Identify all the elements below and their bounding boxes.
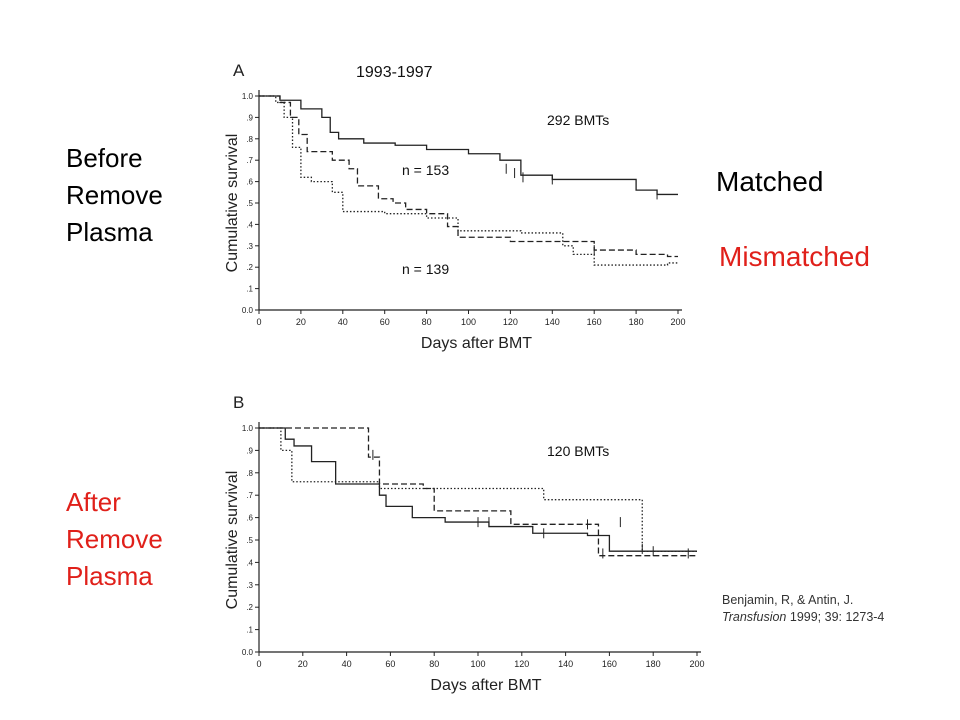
chart-a-x-tick-label: 60 (380, 317, 390, 327)
chart-b-y-tick-label: .6 (246, 514, 253, 523)
citation-authors: Benjamin, R, & Antin, J. (722, 593, 854, 607)
chart-b-y-tick-label: .3 (246, 581, 253, 590)
chart-a-title: 1993-1997 (356, 64, 433, 81)
chart-a-x-tick-label: 80 (422, 317, 432, 327)
chart-a-series-dotted (259, 95, 678, 266)
chart-b-y-axis-label: Cumulative survival (224, 471, 241, 610)
chart-a-n-label-2: n = 139 (402, 261, 450, 277)
chart-b-x-tick-label: 20 (298, 659, 308, 669)
chart-a-x-tick-label: 200 (670, 317, 685, 327)
chart-a-x-tick-label: 180 (629, 317, 644, 327)
chart-a-panel-label: A (233, 61, 245, 80)
chart-a-n-label-1: n = 153 (402, 162, 450, 178)
chart-b-y-tick-label: .9 (246, 446, 253, 455)
chart-b-x-tick-label: 100 (470, 659, 485, 669)
chart-b-y-tick-label: .5 (246, 536, 253, 545)
chart-b-x-tick-label: 60 (385, 659, 395, 669)
chart-b-x-tick-label: 40 (342, 659, 352, 669)
chart-a-x-tick-label: 40 (338, 317, 348, 327)
chart-b-x-tick-label: 120 (514, 659, 529, 669)
chart-b-x-tick-label: 0 (256, 659, 261, 669)
chart-a-y-tick-label: .4 (246, 220, 253, 229)
chart-a-y-tick-label: .1 (246, 285, 253, 294)
chart-a-annotation: 292 BMTs (547, 112, 610, 128)
chart-a-x-tick-label: 20 (296, 317, 306, 327)
chart-a-y-tick-label: .5 (246, 199, 253, 208)
citation-source: Transfusion 1999; 39: 1273-4 (722, 609, 884, 626)
chart-a-y-tick-label: .9 (246, 113, 253, 122)
chart-b-y-tick-label: .1 (246, 626, 253, 635)
matched-legend-label: Matched (716, 166, 824, 197)
after-remove-plasma-label: After Remove Plasma (66, 487, 163, 591)
chart-a-x-tick-label: 160 (587, 317, 602, 327)
chart-a-y-tick-label: .8 (246, 135, 253, 144)
chart-b-annotation: 120 BMTs (547, 443, 610, 459)
chart-b-series-solid (259, 427, 697, 552)
chart-b-y-tick-label: .7 (246, 491, 253, 500)
chart-b-y-tick-label: .2 (246, 603, 253, 612)
chart-b-panel-label: B (233, 393, 244, 412)
chart-b-x-tick-label: 140 (558, 659, 573, 669)
before-remove-plasma-label: Before Remove Plasma (66, 143, 163, 247)
chart-a-x-axis-label: Days after BMT (421, 335, 532, 352)
chart-b-x-tick-label: 180 (646, 659, 661, 669)
chart-a-y-tick-label: .7 (246, 156, 253, 165)
chart-a-x-tick-label: 0 (256, 317, 261, 327)
chart-a-x-tick-label: 140 (545, 317, 560, 327)
chart-b-y-tick-label: .8 (246, 469, 253, 478)
chart-a-series-dashed (259, 95, 678, 258)
citation: Benjamin, R, & Antin, J. Transfusion 199… (722, 592, 884, 626)
chart-b-x-tick-label: 80 (429, 659, 439, 669)
chart-a-y-tick-label: 1.0 (242, 92, 254, 101)
mismatched-legend-label: Mismatched (719, 241, 870, 272)
chart-a-x-tick-label: 120 (503, 317, 518, 327)
chart-b-x-tick-label: 160 (602, 659, 617, 669)
citation-details: 1999; 39: 1273-4 (786, 610, 885, 624)
chart-a-series-solid (259, 95, 678, 196)
chart-a-y-axis-label: Cumulative survival (224, 134, 241, 273)
chart-b-series-dotted (259, 427, 697, 552)
chart-a-x-tick-label: 100 (461, 317, 476, 327)
chart-b-x-tick-label: 200 (689, 659, 704, 669)
chart-a-y-tick-label: 0.0 (242, 306, 254, 315)
chart-a-y-tick-label: .3 (246, 242, 253, 251)
chart-b-y-tick-label: .4 (246, 558, 253, 567)
chart-a-y-tick-label: .2 (246, 263, 253, 272)
chart-b-series-dashed (259, 427, 697, 557)
chart-b-y-tick-label: 0.0 (242, 648, 254, 657)
citation-journal: Transfusion (722, 610, 787, 624)
chart-b-x-axis-label: Days after BMT (430, 677, 541, 694)
chart-b-y-tick-label: 1.0 (242, 424, 254, 433)
chart-a-y-tick-label: .6 (246, 178, 253, 187)
